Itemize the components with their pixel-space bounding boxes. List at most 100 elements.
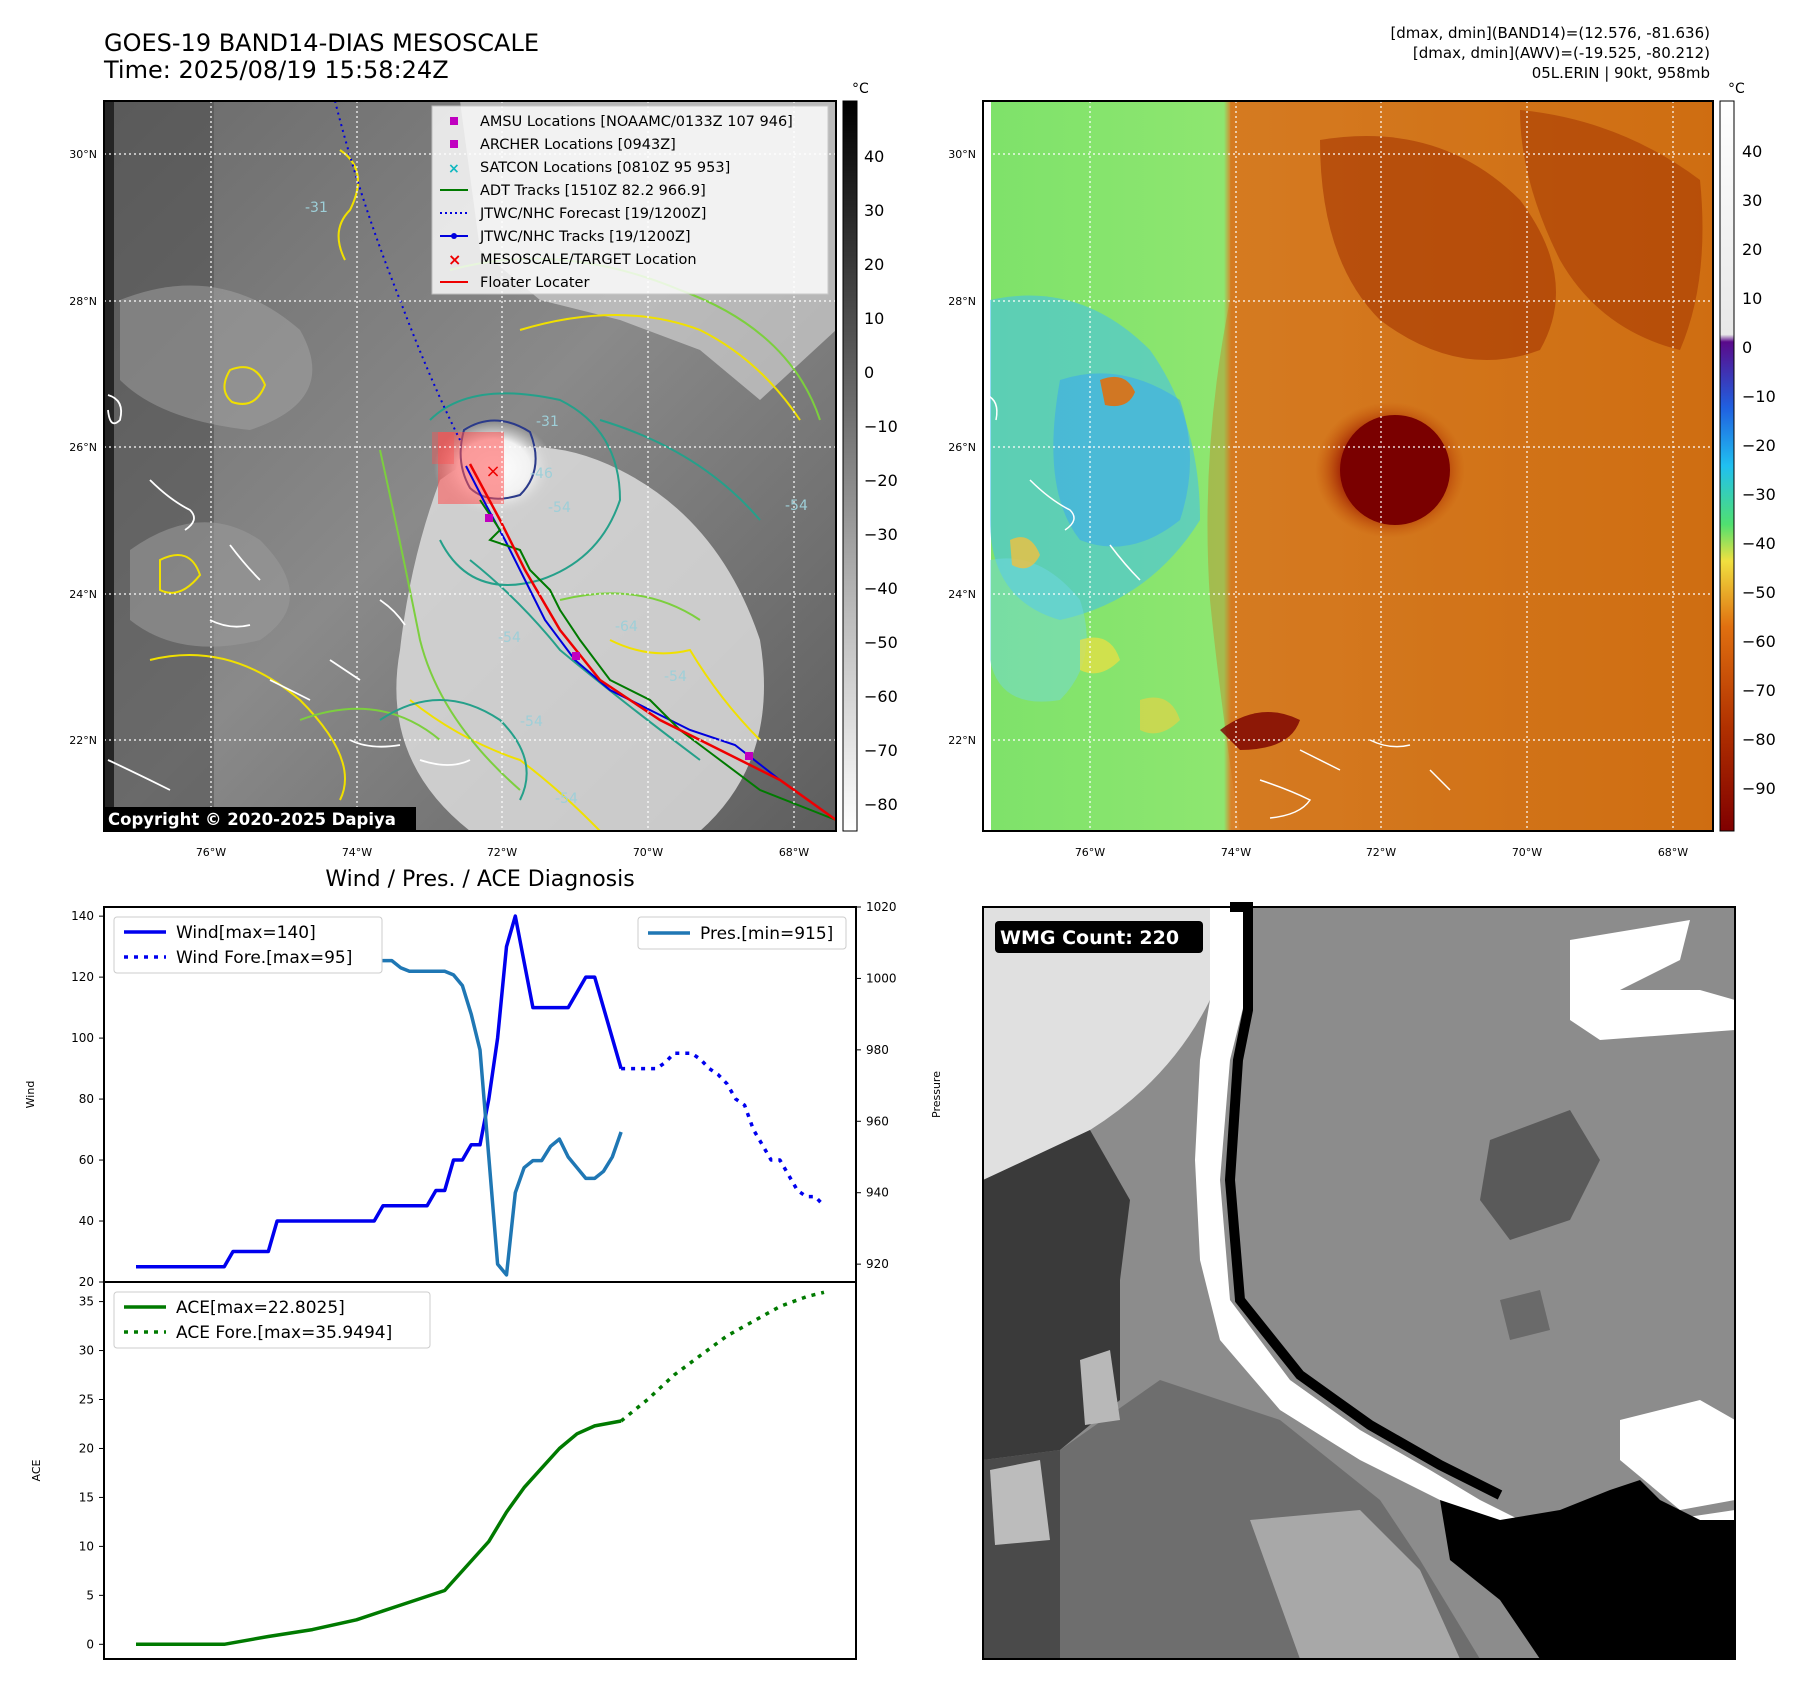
wind-ytick-label: 100 bbox=[71, 1031, 94, 1045]
pressure-ytick-label: 1020 bbox=[866, 900, 897, 914]
ir-colorbar: °C 40 30 20 10 0 −10 −20 −30 −40 −50 −60… bbox=[842, 81, 898, 832]
diagnosis-charts: Wind / Pres. / ACE Diagnosis204060801001… bbox=[24, 867, 943, 1660]
svg-text:30: 30 bbox=[864, 201, 884, 220]
header-title: GOES-19 BAND14-DIAS MESOSCALE bbox=[104, 29, 539, 57]
ir-lat-labels: 30°N 28°N 26°N 24°N 22°N bbox=[69, 148, 97, 747]
legend-satcon: SATCON Locations [0810Z 95 953] bbox=[480, 160, 730, 176]
svg-text:−70: −70 bbox=[864, 741, 898, 760]
svg-text:24°N: 24°N bbox=[948, 588, 976, 601]
svg-text:68°W: 68°W bbox=[1658, 846, 1688, 859]
ace-ytick-label: 20 bbox=[79, 1441, 94, 1455]
svg-text:0: 0 bbox=[864, 363, 874, 382]
pressure-ytick-label: 920 bbox=[866, 1257, 889, 1271]
pressure-legend bbox=[637, 916, 847, 950]
svg-text:28°N: 28°N bbox=[948, 295, 976, 308]
svg-text:10: 10 bbox=[1742, 289, 1762, 308]
pressure-ytick-label: 940 bbox=[866, 1186, 889, 1200]
svg-text:−60: −60 bbox=[864, 687, 898, 706]
svg-text:28°N: 28°N bbox=[69, 295, 97, 308]
svg-text:30: 30 bbox=[1742, 191, 1762, 210]
legend-target: MESOSCALE/TARGET Location bbox=[480, 252, 697, 268]
wind-forecast-legend-label: Wind Fore.[max=95] bbox=[176, 948, 352, 968]
svg-text:30°N: 30°N bbox=[948, 148, 976, 161]
svg-text:74°W: 74°W bbox=[1221, 846, 1251, 859]
svg-text:30°N: 30°N bbox=[69, 148, 97, 161]
series-line-pressure bbox=[136, 923, 623, 1277]
map-legend: × × AMSU Locations [NOAAMC/0133Z 107 946… bbox=[431, 105, 829, 295]
ace-ytick-label: 5 bbox=[86, 1588, 94, 1602]
svg-text:×: × bbox=[485, 461, 500, 482]
wind-ytick-label: 120 bbox=[71, 970, 94, 984]
header-dmax-awv: [dmax, dmin](AWV)=(-19.525, -80.212) bbox=[1413, 44, 1710, 62]
ace-axis-label: ACE bbox=[30, 1459, 43, 1481]
ace-ytick-label: 15 bbox=[79, 1490, 94, 1504]
contour-label: -54 bbox=[548, 500, 571, 516]
wind-axis-label: Wind bbox=[24, 1081, 37, 1109]
svg-text:−20: −20 bbox=[1742, 436, 1776, 455]
contour-label: -31 bbox=[536, 414, 559, 430]
header-dmax-band14: [dmax, dmin](BAND14)=(12.576, -81.636) bbox=[1390, 24, 1710, 42]
awv-map-panel bbox=[982, 100, 1714, 832]
wind-ytick-label: 140 bbox=[71, 909, 94, 923]
awv-lat-labels: 30°N 28°N 26°N 24°N 22°N bbox=[948, 148, 976, 747]
contour-label: -54 bbox=[498, 630, 521, 646]
wmg-panel: WMG Count: 220 bbox=[982, 902, 1736, 1660]
svg-text:26°N: 26°N bbox=[948, 441, 976, 454]
pressure-legend-label: Pres.[min=915] bbox=[700, 924, 833, 944]
svg-text:−40: −40 bbox=[864, 579, 898, 598]
series-line-ace bbox=[136, 1419, 622, 1647]
contour-label: -31 bbox=[305, 200, 328, 216]
svg-text:72°W: 72°W bbox=[1366, 846, 1396, 859]
svg-text:76°W: 76°W bbox=[196, 846, 226, 859]
awv-colorbar: °C 40 30 20 10 0 −10 −20 −30 −40 −50 −60… bbox=[1719, 81, 1776, 832]
svg-text:22°N: 22°N bbox=[69, 734, 97, 747]
svg-text:10: 10 bbox=[864, 309, 884, 328]
ace-ytick-label: 30 bbox=[79, 1344, 94, 1358]
pressure-axis-label: Pressure bbox=[930, 1071, 943, 1118]
copyright: Copyright © 2020-2025 Dapiya bbox=[108, 810, 396, 829]
svg-text:22°N: 22°N bbox=[948, 734, 976, 747]
svg-text:×: × bbox=[448, 250, 461, 269]
colorbar-unit-right: °C bbox=[1728, 81, 1745, 97]
ir-map-panel: × -31 -31 -46 -54 -54 -54 -54 -54 -64 -5 bbox=[103, 100, 837, 832]
svg-text:20: 20 bbox=[864, 255, 884, 274]
legend-archer: ARCHER Locations [0943Z] bbox=[480, 137, 676, 153]
svg-text:−60: −60 bbox=[1742, 632, 1776, 651]
svg-text:−70: −70 bbox=[1742, 681, 1776, 700]
series-line-wind bbox=[136, 914, 623, 1269]
ace-legend bbox=[113, 1291, 431, 1349]
svg-text:−40: −40 bbox=[1742, 534, 1776, 553]
ace-ytick-label: 35 bbox=[79, 1295, 94, 1309]
svg-text:−10: −10 bbox=[1742, 387, 1776, 406]
contour-label: -54 bbox=[664, 669, 687, 685]
svg-text:−30: −30 bbox=[1742, 485, 1776, 504]
svg-text:70°W: 70°W bbox=[1512, 846, 1542, 859]
svg-text:40: 40 bbox=[1742, 142, 1762, 161]
legend-tracks: JTWC/NHC Tracks [19/1200Z] bbox=[479, 229, 691, 245]
legend-forecast: JTWC/NHC Forecast [19/1200Z] bbox=[479, 206, 706, 222]
wmg-count-label: WMG Count: 220 bbox=[1000, 927, 1179, 949]
svg-text:68°W: 68°W bbox=[779, 846, 809, 859]
header-time: Time: 2025/08/19 15:58:24Z bbox=[103, 56, 449, 84]
series-line-wind-forecast bbox=[621, 1051, 826, 1208]
svg-text:0: 0 bbox=[1742, 338, 1752, 357]
contour-label: -64 bbox=[615, 619, 638, 635]
svg-text:−30: −30 bbox=[864, 525, 898, 544]
legend-floater: Floater Locater bbox=[480, 275, 589, 291]
svg-text:26°N: 26°N bbox=[69, 441, 97, 454]
ace-forecast-legend-label: ACE Fore.[max=35.9494] bbox=[176, 1323, 392, 1343]
header-storm: 05L.ERIN | 90kt, 958mb bbox=[1532, 64, 1710, 82]
awv-lon-labels: 76°W 74°W 72°W 70°W 68°W bbox=[1075, 846, 1688, 859]
wind-legend bbox=[113, 916, 383, 974]
wind-ytick-label: 60 bbox=[79, 1153, 94, 1167]
svg-text:40: 40 bbox=[864, 147, 884, 166]
ace-ytick-label: 10 bbox=[79, 1539, 94, 1553]
svg-text:70°W: 70°W bbox=[633, 846, 663, 859]
contour-label: -46 bbox=[530, 466, 553, 482]
contour-label: -54 bbox=[520, 714, 543, 730]
legend-amsu: AMSU Locations [NOAAMC/0133Z 107 946] bbox=[480, 114, 793, 130]
svg-text:72°W: 72°W bbox=[487, 846, 517, 859]
wind-ytick-label: 80 bbox=[79, 1092, 94, 1106]
svg-text:−50: −50 bbox=[864, 633, 898, 652]
